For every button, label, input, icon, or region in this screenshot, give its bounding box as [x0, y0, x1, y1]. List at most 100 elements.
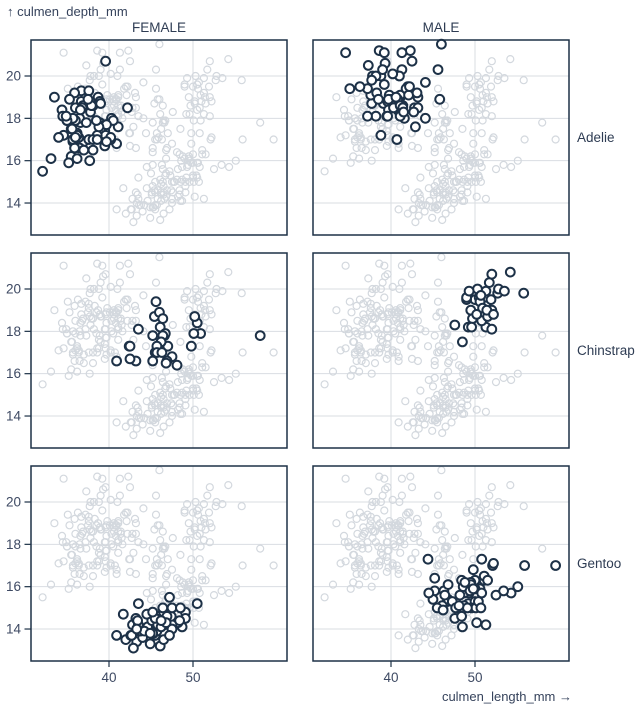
data-point — [512, 581, 524, 593]
y-tick-label: 16 — [6, 579, 21, 594]
data-point — [91, 115, 102, 126]
data-point — [437, 604, 449, 616]
background-points — [320, 466, 547, 653]
data-point — [475, 602, 487, 614]
data-point — [390, 91, 402, 103]
data-point — [133, 323, 144, 335]
data-point — [354, 81, 366, 92]
data-point — [486, 268, 498, 280]
data-point — [410, 121, 421, 133]
data-point — [362, 60, 374, 71]
data-point — [504, 266, 516, 278]
data-point — [362, 110, 373, 122]
facet-frame — [30, 252, 288, 449]
y-tick-label: 20 — [6, 495, 21, 510]
data-point — [91, 134, 103, 145]
data-point — [174, 615, 186, 626]
data-point — [75, 104, 86, 116]
data-point — [66, 123, 78, 135]
data-point — [150, 296, 162, 308]
y-tick-label: 16 — [6, 153, 21, 168]
data-point — [191, 598, 203, 609]
data-point — [95, 98, 106, 109]
data-point — [111, 630, 122, 641]
facet-adelie-male — [312, 38, 570, 236]
data-point — [408, 106, 420, 118]
facet-frame — [312, 465, 570, 662]
data-point — [71, 153, 83, 165]
data-point — [398, 106, 410, 118]
x-tick-label: 50 — [467, 670, 482, 685]
data-point — [128, 642, 139, 654]
data-point — [471, 309, 483, 320]
data-point — [459, 577, 471, 588]
data-point — [518, 287, 530, 299]
data-point — [467, 564, 479, 576]
data-point — [340, 47, 352, 59]
y-tick-label: 20 — [6, 69, 21, 84]
data-point — [366, 74, 378, 86]
x-tick-label: 40 — [383, 670, 398, 685]
data-point — [396, 47, 408, 59]
highlighted-points — [449, 266, 530, 348]
data-point — [456, 610, 468, 622]
data-point — [64, 93, 75, 105]
data-point — [436, 38, 447, 50]
background-points — [320, 54, 560, 227]
data-point — [486, 323, 498, 335]
data-point — [466, 321, 478, 333]
facet-chinstrap-female — [30, 252, 288, 449]
data-point — [422, 553, 434, 565]
data-point — [122, 102, 133, 114]
y-tick-label: 18 — [6, 324, 21, 339]
data-point — [171, 359, 183, 371]
highlighted-points — [340, 38, 447, 145]
facet-adelie-female — [30, 39, 288, 236]
facet-frame — [312, 252, 570, 449]
y-tick-label: 16 — [6, 366, 21, 381]
data-point — [411, 87, 423, 99]
data-point — [147, 355, 159, 367]
data-point — [111, 355, 122, 367]
data-point — [404, 81, 415, 92]
data-point — [476, 553, 488, 565]
data-point — [404, 45, 416, 56]
y-tick-label: 14 — [6, 622, 22, 637]
y-axis: 14 16 18 20 14 16 18 20 14 16 18 20 — [6, 69, 31, 637]
data-point — [78, 144, 90, 156]
data-point — [432, 64, 444, 75]
facet-column-header-female: FEMALE — [131, 20, 186, 35]
data-point — [378, 47, 390, 59]
data-point — [387, 68, 399, 80]
data-point — [124, 340, 136, 352]
y-tick-label: 18 — [6, 111, 21, 126]
facet-frame — [312, 39, 570, 236]
data-point — [467, 583, 479, 595]
data-point — [70, 132, 81, 143]
data-point — [185, 340, 197, 352]
x-tick-label: 40 — [101, 670, 116, 685]
y-tick-label: 14 — [6, 409, 22, 424]
background-points — [320, 253, 560, 440]
data-point — [157, 602, 169, 614]
highlighted-points — [111, 591, 203, 654]
facet-chinstrap-male — [312, 252, 570, 449]
data-point — [488, 309, 499, 320]
data-point — [498, 585, 510, 597]
facet-gentoo-male — [312, 465, 570, 662]
data-point — [254, 330, 266, 342]
y-tick-label: 14 — [6, 196, 22, 211]
data-point — [45, 153, 57, 165]
data-point — [80, 117, 92, 128]
facet-gentoo-female — [30, 465, 288, 662]
data-point — [439, 589, 451, 601]
data-point — [378, 79, 390, 90]
data-point — [100, 55, 111, 67]
data-point — [87, 144, 99, 156]
data-point — [60, 110, 72, 122]
data-point — [453, 600, 465, 612]
x-axis-title: culmen_length_mm → — [441, 689, 572, 704]
data-point — [189, 311, 201, 322]
